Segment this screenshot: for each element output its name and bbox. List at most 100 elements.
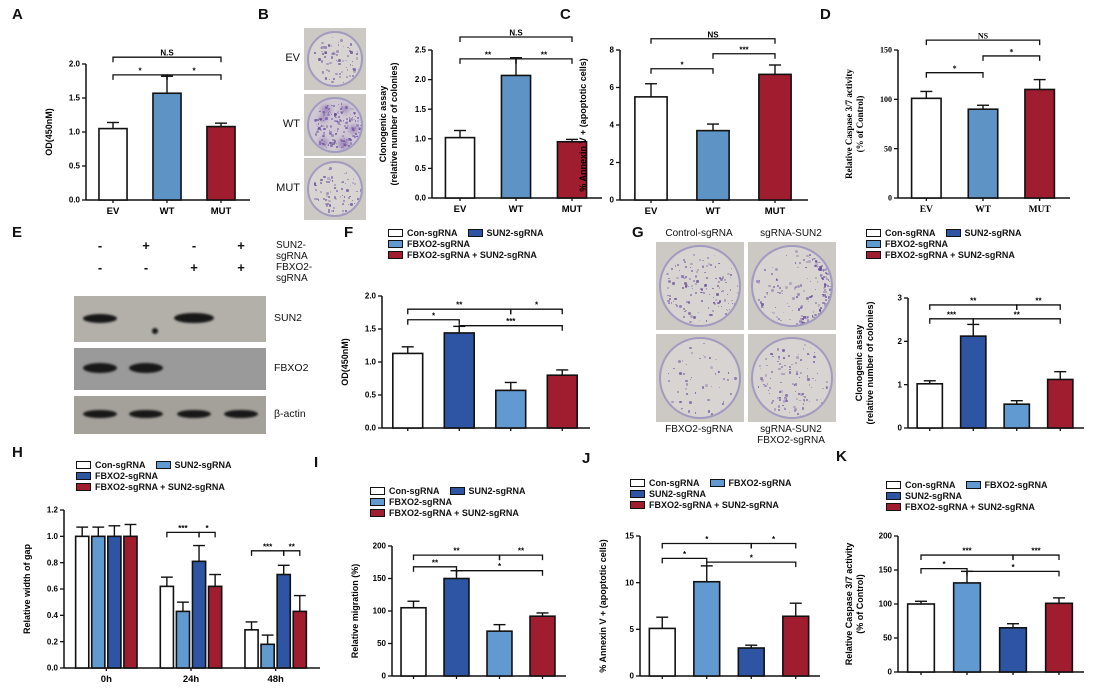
legend-label: FBXO2-sgRNA bbox=[984, 480, 1048, 490]
colony-dot bbox=[353, 136, 356, 139]
bar bbox=[400, 606, 427, 677]
colony-dot bbox=[337, 103, 339, 105]
colony-dot bbox=[322, 132, 326, 135]
bar bbox=[107, 535, 122, 669]
significance-label: * bbox=[942, 560, 946, 569]
blot-protein-label: FBXO2 bbox=[274, 362, 309, 374]
colony-dot bbox=[667, 299, 671, 303]
colony-dot bbox=[828, 293, 830, 295]
colony-dot bbox=[819, 266, 822, 270]
colony-dot bbox=[349, 64, 351, 67]
colony-dot bbox=[817, 268, 820, 271]
significance-label: ** bbox=[1014, 310, 1021, 319]
colony-dot bbox=[814, 288, 817, 291]
panel-a-chart: 0.0 0.5 1.0 1.5 2.0 OD(450nM) EV WT MUT * * N.S bbox=[44, 49, 250, 217]
colony-dot bbox=[805, 260, 808, 263]
colony-dot bbox=[768, 386, 771, 389]
colony-dot bbox=[823, 291, 825, 294]
x-category-label: WT bbox=[706, 206, 721, 217]
legend-row: Con-sgRNA SUN2-sgRNA bbox=[76, 460, 232, 470]
panel-e-western-blot: E - + - + - - + + SUN2-sgRNA FBXO2-sgRNA SUN2 F… bbox=[12, 224, 330, 442]
bar bbox=[998, 627, 1028, 673]
colony-dot bbox=[776, 279, 778, 281]
colony-dot bbox=[717, 301, 720, 305]
colony-dot bbox=[342, 181, 344, 183]
legend-item: FBXO2-sgRNA bbox=[709, 478, 792, 488]
colony-dot bbox=[690, 376, 693, 379]
bar bbox=[1044, 602, 1074, 673]
colony-dot bbox=[821, 387, 824, 390]
legend-row: Con-sgRNA FBXO2-sgRNA bbox=[886, 480, 1048, 490]
colony-dot bbox=[681, 360, 684, 362]
colony-dot bbox=[331, 36, 334, 39]
colony-dot bbox=[342, 111, 344, 113]
colony-dot bbox=[339, 123, 342, 126]
panel-b-label: B bbox=[258, 6, 269, 23]
colony-dot bbox=[818, 268, 821, 271]
colony-dot bbox=[319, 110, 321, 113]
colony-dot bbox=[814, 314, 816, 316]
colony-dot bbox=[359, 191, 361, 193]
colony-dot bbox=[346, 55, 349, 57]
colony-dot bbox=[777, 291, 779, 293]
colony-dot bbox=[347, 203, 350, 206]
colony-dot bbox=[684, 276, 688, 279]
y-tick-label: 0.6 bbox=[47, 585, 59, 594]
colony-dot bbox=[781, 290, 784, 293]
colony-dot bbox=[350, 51, 353, 54]
colony-dot bbox=[798, 393, 800, 395]
colony-dot bbox=[819, 261, 821, 263]
colony-dot bbox=[327, 113, 330, 117]
colony-dot bbox=[757, 282, 761, 285]
colony-dot bbox=[318, 58, 321, 61]
colony-dot bbox=[821, 268, 825, 272]
colony-dot bbox=[825, 386, 829, 389]
significance-label: * bbox=[1011, 563, 1015, 572]
colony-dot bbox=[680, 408, 683, 411]
significance-bracket bbox=[650, 38, 776, 44]
legend-swatch bbox=[886, 503, 901, 511]
colony-dot bbox=[795, 262, 797, 264]
colony-dot bbox=[736, 285, 739, 287]
colony-dot bbox=[671, 268, 674, 271]
colony-dot bbox=[328, 107, 331, 110]
significance-bracket bbox=[920, 554, 1014, 561]
colony-dot bbox=[784, 364, 786, 367]
colony-dot bbox=[670, 301, 673, 304]
y-tick-label: 50 bbox=[377, 639, 386, 648]
y-tick-label: 0 bbox=[888, 668, 893, 677]
colony-dot bbox=[800, 320, 803, 324]
colony-dot bbox=[353, 111, 356, 115]
colony-dot bbox=[823, 276, 826, 279]
colony-dot bbox=[351, 60, 354, 62]
colony-dot bbox=[341, 134, 344, 137]
colony-dot bbox=[801, 407, 804, 410]
colony-dot bbox=[821, 295, 824, 298]
legend-item: SUN2-sgRNA bbox=[449, 486, 526, 496]
bar bbox=[276, 573, 292, 669]
x-category-label: 0h bbox=[101, 674, 112, 685]
colony-dot bbox=[808, 400, 811, 403]
y-tick-label: 1.0 bbox=[365, 358, 377, 367]
legend-swatch bbox=[388, 240, 403, 248]
legend-swatch bbox=[866, 240, 881, 248]
colony-dot bbox=[328, 210, 331, 214]
significance-label: *** bbox=[178, 524, 188, 533]
colony-dot bbox=[771, 311, 774, 314]
colony-dot bbox=[823, 286, 826, 290]
colony-dot bbox=[802, 395, 805, 398]
colony-dot bbox=[703, 292, 705, 294]
colony-dot bbox=[339, 138, 343, 142]
y-tick-label: 100 bbox=[879, 600, 893, 609]
colony-dot bbox=[780, 390, 783, 393]
colony-dot bbox=[818, 309, 822, 312]
colony-dot bbox=[686, 300, 689, 303]
colony-dot bbox=[710, 385, 713, 388]
colony-dot bbox=[325, 146, 328, 149]
legend: Con-sgRNA FBXO2-sgRNA SUN2-sgRNA FBXO2-sgRN… bbox=[886, 480, 1048, 512]
colony-dot bbox=[806, 367, 808, 369]
colony-dot bbox=[343, 138, 346, 140]
colony-dot bbox=[725, 308, 728, 310]
colony-dot bbox=[773, 408, 777, 411]
significance-bracket bbox=[112, 56, 222, 63]
